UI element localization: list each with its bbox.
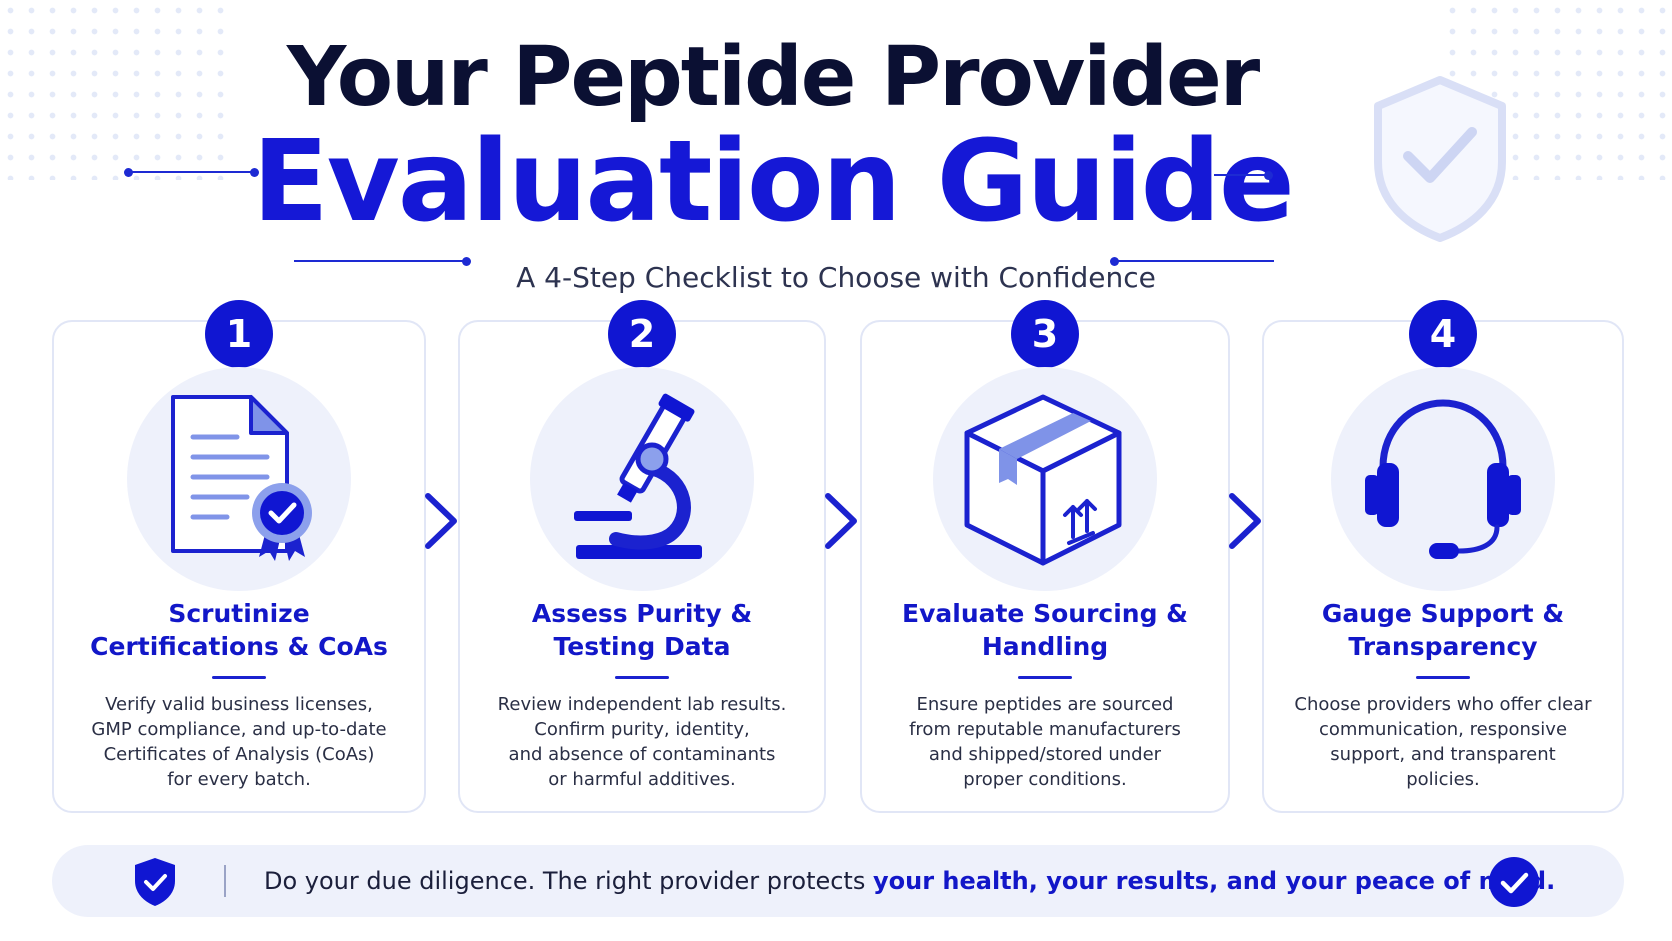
icon-circle: [1331, 367, 1555, 591]
icon-circle: [127, 367, 351, 591]
subtitle-line-right: [1114, 260, 1274, 262]
step-title: Gauge Support & Transparency: [1321, 599, 1565, 661]
title-underline: [1416, 676, 1470, 679]
step-description: Choose providers who offer clear communi…: [1294, 694, 1592, 790]
title-line-right: [1214, 174, 1268, 176]
package-box-icon: [964, 394, 1122, 566]
title-line-left-dot-end: [250, 168, 259, 177]
title-line-left: [128, 171, 254, 173]
title-line-right-dot: [1264, 171, 1273, 180]
decorative-dots-top-left: [0, 0, 230, 180]
footer-message: Do your due diligence. The right provide…: [264, 867, 1556, 895]
title-underline: [1018, 676, 1072, 679]
step-description: Review independent lab results. Confirm …: [497, 694, 787, 790]
check-circle-icon: [1489, 857, 1539, 907]
step-card-2: 2 Assess Purity & Testing Data Review in…: [458, 300, 826, 813]
step-number-badge: 2: [608, 300, 676, 368]
step-description: Verify valid business licenses, GMP comp…: [91, 694, 387, 790]
footer-divider: [224, 865, 226, 897]
step-number-badge: 4: [1409, 300, 1477, 368]
chevron-right-icon: [425, 493, 457, 549]
subtitle-line-left-dot: [462, 257, 471, 266]
step-number-badge: 3: [1011, 300, 1079, 368]
step-number-badge: 1: [205, 300, 273, 368]
shield-check-decorative-icon: [1374, 76, 1506, 242]
step-title: Scrutinize Certifications & CoAs: [90, 599, 388, 661]
title-underline: [212, 676, 266, 679]
step-description: Ensure peptides are sourced from reputab…: [909, 694, 1181, 790]
step-card-3: 3 Evaluate Sourcing & Handling Ensure pe…: [860, 300, 1230, 813]
page-title-line2: Evaluation Guide: [252, 117, 1295, 247]
step-card-1: 1 Scrutinize Certifications & CoAs Verif…: [52, 300, 426, 813]
chevron-right-icon: [1229, 493, 1261, 549]
step-card-4: 4 Gauge Support & Transparency Choose pr…: [1262, 300, 1624, 813]
step-title: Assess Purity & Testing Data: [531, 599, 753, 661]
certificate-document-icon: [171, 395, 312, 561]
footer-banner: Do your due diligence. The right provide…: [52, 845, 1624, 917]
title-underline: [615, 676, 669, 679]
chevron-right-icon: [825, 493, 857, 549]
microscope-icon: [574, 393, 702, 559]
headset-icon: [1365, 399, 1521, 559]
icon-circle: [933, 367, 1157, 591]
page-subtitle: A 4-Step Checklist to Choose with Confid…: [516, 261, 1156, 294]
subtitle-line-left: [294, 260, 466, 262]
shield-check-icon: [135, 858, 175, 906]
page-title-line1: Your Peptide Provider: [286, 30, 1260, 125]
icon-circle: [530, 367, 754, 591]
step-title: Evaluate Sourcing & Handling: [902, 599, 1188, 661]
footer-message-emphasis: your health, your results, and your peac…: [872, 867, 1556, 895]
